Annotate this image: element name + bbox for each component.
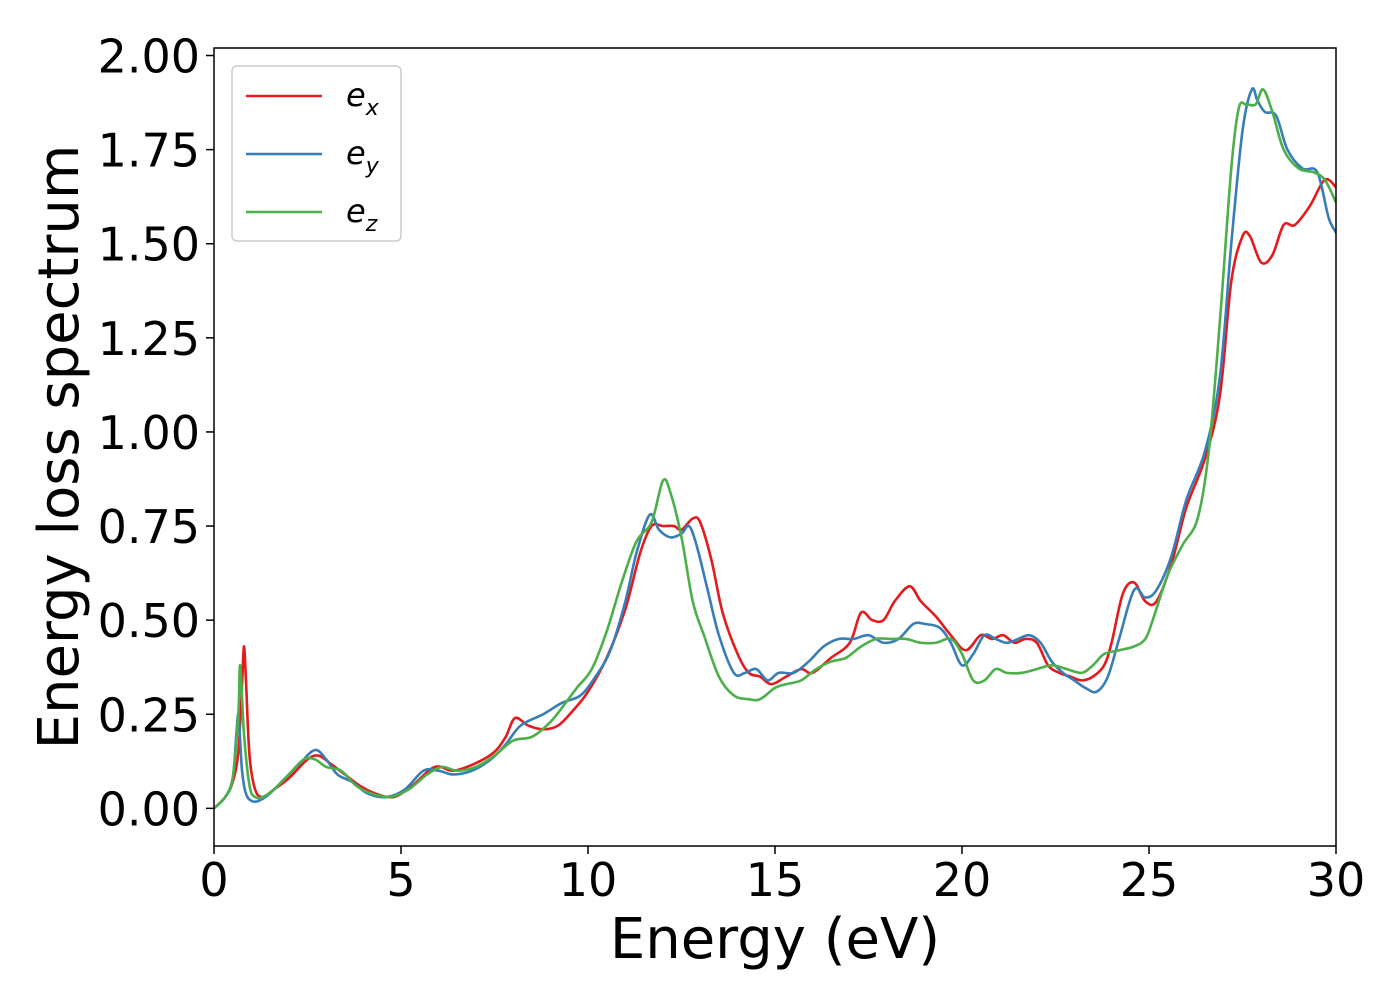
y-tick-label: 0.00 <box>98 782 200 836</box>
x-tick-label: 30 <box>1307 853 1366 907</box>
plot-frame <box>213 47 1337 847</box>
plot-series <box>214 86 1336 810</box>
legend-label-z: ez <box>346 192 378 237</box>
y-axis-title: Energy loss spectrum <box>27 145 92 750</box>
x-tick-label: 20 <box>933 853 992 907</box>
x-tick-label: 5 <box>386 853 415 907</box>
legend-label-x: ex <box>346 76 380 121</box>
series-line-y <box>214 86 1336 810</box>
series-line-x <box>214 177 1336 810</box>
y-tick-label: 1.00 <box>98 406 200 460</box>
y-tick-label: 1.25 <box>98 312 200 366</box>
legend-label-base: e <box>346 76 366 114</box>
legend-label-base: e <box>346 134 366 172</box>
axis-ticks: 0 5 10 15 20 25 30 0.00 0.25 0.50 0.75 1.00 1.25 1.50… <box>98 30 1366 907</box>
y-tick-label: 0.25 <box>98 688 200 742</box>
x-tick-label: 15 <box>746 853 805 907</box>
y-tick-label: 1.75 <box>98 124 200 178</box>
y-tick-label: 0.75 <box>98 500 200 554</box>
legend-label-subscript: y <box>365 154 380 179</box>
legend-label-subscript: z <box>365 212 378 237</box>
legend-label-base: e <box>346 192 366 230</box>
y-tick-label: 2.00 <box>98 30 200 84</box>
legend-label-subscript: x <box>365 96 380 121</box>
legend-label-y: ey <box>346 134 380 179</box>
series-line-z <box>214 88 1336 810</box>
y-tick-label: 1.50 <box>98 218 200 272</box>
x-tick-label: 0 <box>199 853 228 907</box>
x-tick-label: 10 <box>559 853 618 907</box>
y-tick-label: 0.50 <box>98 594 200 648</box>
x-axis-title: Energy (eV) <box>610 907 940 972</box>
x-tick-label: 25 <box>1120 853 1179 907</box>
